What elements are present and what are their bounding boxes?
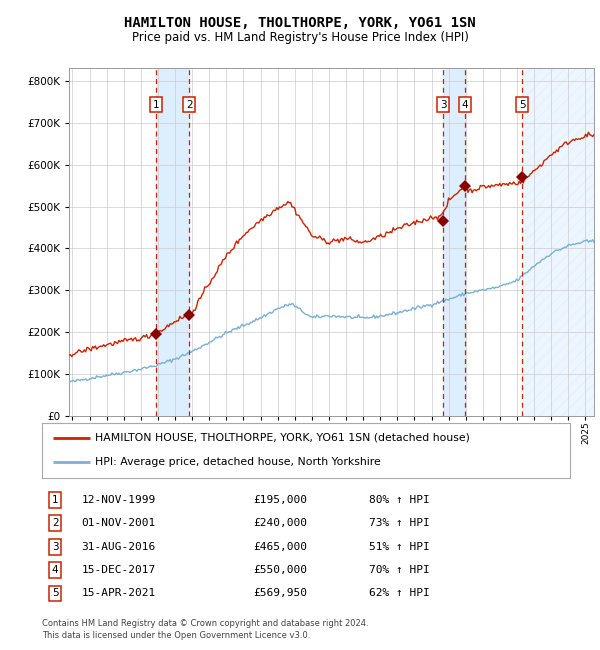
Text: 51% ↑ HPI: 51% ↑ HPI <box>370 541 430 552</box>
Bar <box>156 68 189 416</box>
Text: £569,950: £569,950 <box>253 588 307 599</box>
Text: 62% ↑ HPI: 62% ↑ HPI <box>370 588 430 599</box>
Text: 3: 3 <box>52 541 59 552</box>
Text: 4: 4 <box>52 565 59 575</box>
Text: HAMILTON HOUSE, THOLTHORPE, YORK, YO61 1SN (detached house): HAMILTON HOUSE, THOLTHORPE, YORK, YO61 1… <box>95 433 470 443</box>
Text: Contains HM Land Registry data © Crown copyright and database right 2024.: Contains HM Land Registry data © Crown c… <box>42 619 368 628</box>
Text: 01-NOV-2001: 01-NOV-2001 <box>82 518 156 528</box>
Text: 1: 1 <box>52 495 59 505</box>
Bar <box>522 68 594 416</box>
Text: 5: 5 <box>52 588 59 599</box>
Bar <box>443 68 465 416</box>
Text: 15-APR-2021: 15-APR-2021 <box>82 588 156 599</box>
Text: 1: 1 <box>152 99 159 110</box>
Text: 2: 2 <box>52 518 59 528</box>
Text: HAMILTON HOUSE, THOLTHORPE, YORK, YO61 1SN: HAMILTON HOUSE, THOLTHORPE, YORK, YO61 1… <box>124 16 476 31</box>
Text: This data is licensed under the Open Government Licence v3.0.: This data is licensed under the Open Gov… <box>42 630 310 640</box>
Text: £465,000: £465,000 <box>253 541 307 552</box>
Text: 31-AUG-2016: 31-AUG-2016 <box>82 541 156 552</box>
Text: £240,000: £240,000 <box>253 518 307 528</box>
Text: 80% ↑ HPI: 80% ↑ HPI <box>370 495 430 505</box>
Text: 3: 3 <box>440 99 446 110</box>
Text: 70% ↑ HPI: 70% ↑ HPI <box>370 565 430 575</box>
Text: 12-NOV-1999: 12-NOV-1999 <box>82 495 156 505</box>
Text: Price paid vs. HM Land Registry's House Price Index (HPI): Price paid vs. HM Land Registry's House … <box>131 31 469 44</box>
Text: 15-DEC-2017: 15-DEC-2017 <box>82 565 156 575</box>
Text: £195,000: £195,000 <box>253 495 307 505</box>
Text: £550,000: £550,000 <box>253 565 307 575</box>
Text: HPI: Average price, detached house, North Yorkshire: HPI: Average price, detached house, Nort… <box>95 458 380 467</box>
Text: 73% ↑ HPI: 73% ↑ HPI <box>370 518 430 528</box>
Text: 5: 5 <box>518 99 526 110</box>
Text: 2: 2 <box>186 99 193 110</box>
Text: 4: 4 <box>462 99 469 110</box>
